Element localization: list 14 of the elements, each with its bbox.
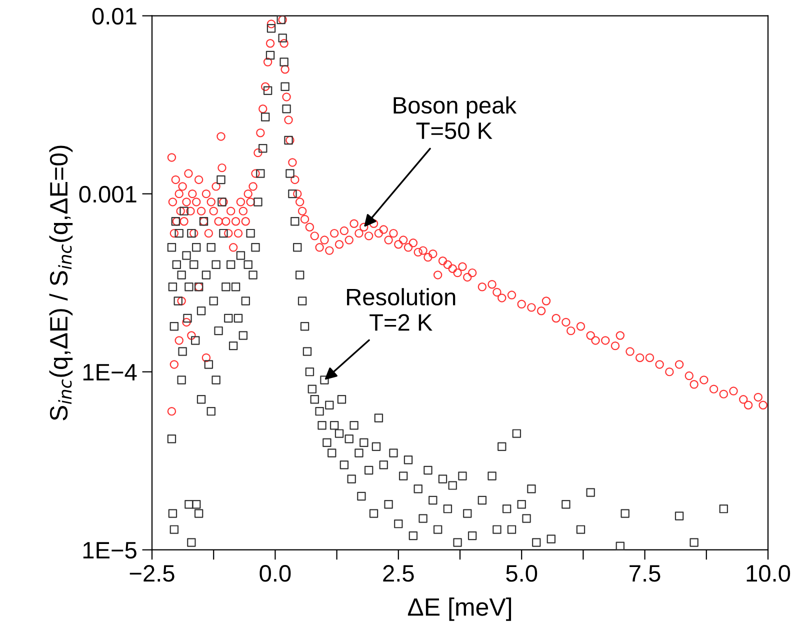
x-tick-label: −2.5 [130, 565, 174, 582]
y-axis-title: S$_{inc}$(q,ΔE) / S$_{inc}$(q,ΔE=0) [49, 146, 73, 420]
annotation: Resolution T=2 K [347, 288, 456, 331]
y-tick-label: 1E−5 [83, 542, 136, 559]
x-axis-title: ΔE [meV] [408, 598, 512, 621]
y-tick-label: 0.001 [79, 186, 136, 203]
x-tick-label: 5.0 [506, 565, 538, 582]
y-tick-label: 1E−4 [83, 364, 137, 380]
x-tick-label: 10.0 [746, 565, 790, 582]
x-tick-label: 2.5 [383, 565, 414, 582]
annotation: Boson peak T=50 K [394, 96, 517, 140]
x-tick-label: 7.5 [630, 565, 660, 582]
x-tick-label: 0.0 [260, 565, 291, 582]
y-tick-label: 0.01 [92, 8, 136, 25]
